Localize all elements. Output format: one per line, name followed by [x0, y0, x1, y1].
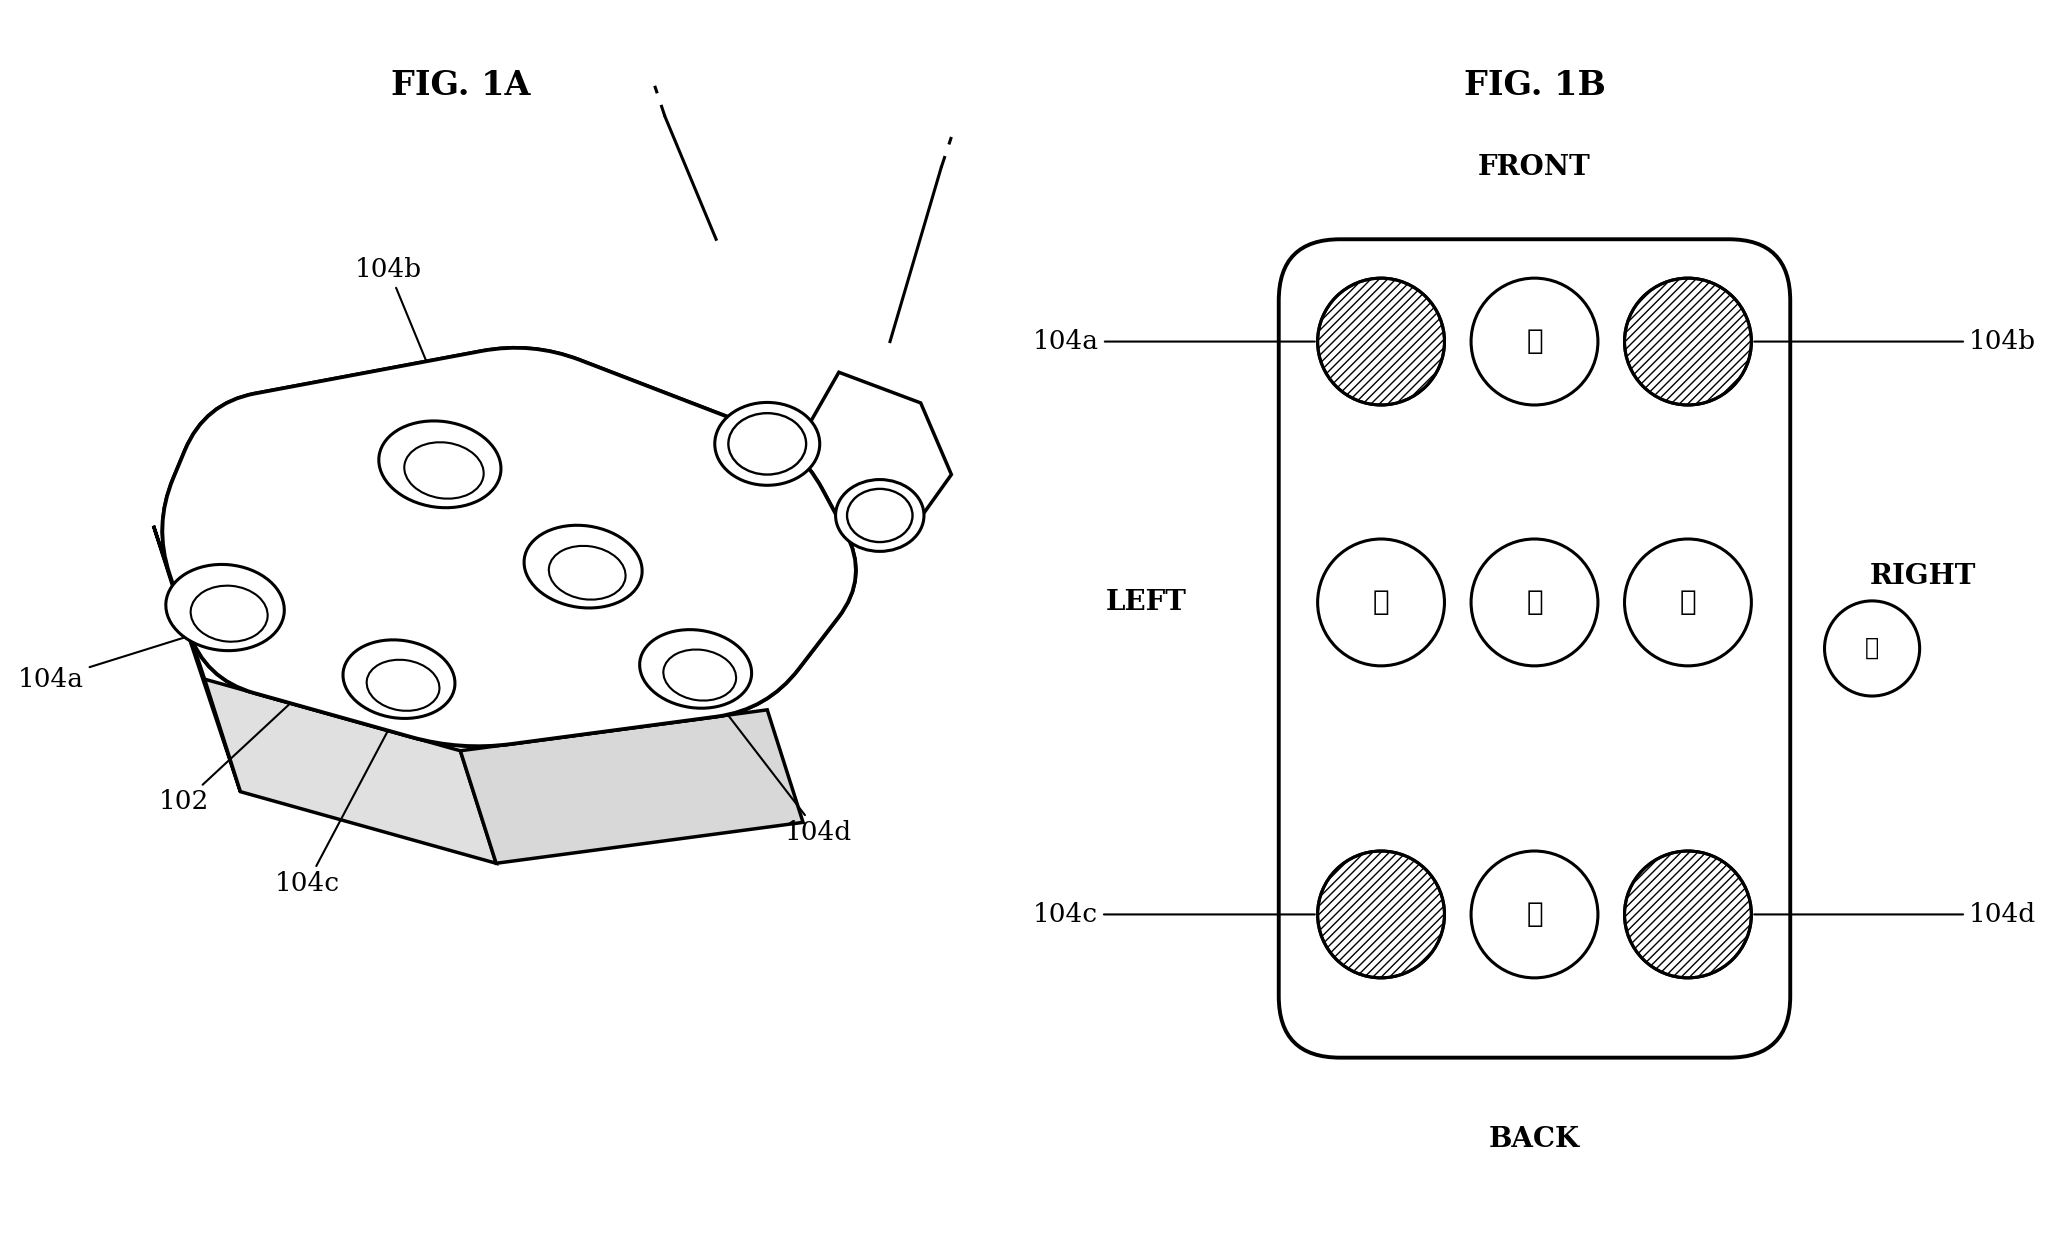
Ellipse shape: [714, 402, 820, 485]
Text: ⑥: ⑥: [1866, 637, 1878, 659]
Text: 104d: 104d: [1753, 902, 2036, 927]
Text: 102: 102: [160, 671, 325, 814]
Text: FRONT: FRONT: [1477, 154, 1592, 181]
Circle shape: [1825, 600, 1919, 696]
Circle shape: [1318, 539, 1444, 666]
Circle shape: [1625, 278, 1751, 404]
Ellipse shape: [548, 546, 626, 599]
Text: ④: ④: [1680, 589, 1696, 615]
Text: BACK: BACK: [1489, 1125, 1580, 1153]
Text: 104c: 104c: [274, 712, 397, 897]
Ellipse shape: [640, 629, 751, 708]
Ellipse shape: [663, 649, 737, 701]
Text: 104b: 104b: [356, 257, 458, 441]
Text: 104c: 104c: [1033, 902, 1316, 927]
PathPatch shape: [162, 348, 855, 746]
Text: ①: ①: [1526, 328, 1543, 355]
Text: ②: ②: [1373, 589, 1389, 615]
FancyBboxPatch shape: [1279, 239, 1790, 1058]
Circle shape: [1471, 539, 1598, 666]
Ellipse shape: [524, 525, 642, 608]
Text: 104a: 104a: [18, 629, 213, 692]
Polygon shape: [460, 710, 802, 863]
Text: LEFT: LEFT: [1105, 589, 1187, 615]
Ellipse shape: [835, 480, 925, 551]
Ellipse shape: [166, 564, 284, 651]
Ellipse shape: [728, 413, 806, 475]
Circle shape: [1318, 278, 1444, 404]
Circle shape: [1471, 852, 1598, 978]
PathPatch shape: [162, 348, 855, 746]
Text: FIG. 1B: FIG. 1B: [1463, 69, 1606, 102]
Circle shape: [1625, 852, 1751, 978]
Ellipse shape: [847, 489, 913, 543]
Ellipse shape: [344, 639, 454, 718]
Circle shape: [1318, 852, 1444, 978]
Ellipse shape: [379, 421, 501, 507]
Ellipse shape: [190, 585, 268, 642]
Text: RIGHT: RIGHT: [1870, 564, 1976, 590]
Ellipse shape: [366, 659, 440, 711]
Text: ⑤: ⑤: [1526, 901, 1543, 928]
Text: 104b: 104b: [1753, 329, 2036, 354]
Text: 104d: 104d: [718, 702, 851, 845]
Text: 104a: 104a: [1033, 329, 1316, 354]
Polygon shape: [205, 679, 497, 863]
Ellipse shape: [405, 442, 483, 499]
Polygon shape: [153, 526, 241, 791]
Text: FIG. 1A: FIG. 1A: [391, 69, 530, 102]
Circle shape: [1625, 539, 1751, 666]
Text: ③: ③: [1526, 589, 1543, 615]
Circle shape: [1471, 278, 1598, 404]
